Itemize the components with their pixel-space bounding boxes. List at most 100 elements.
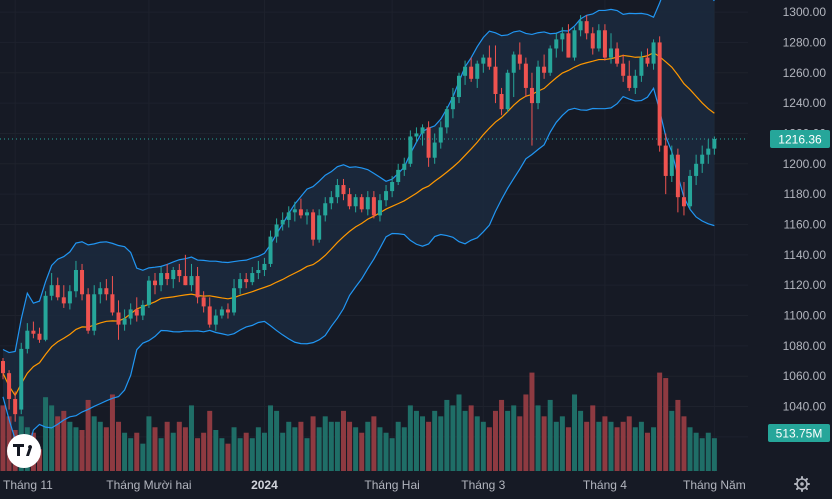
candle[interactable] xyxy=(706,139,711,164)
candle[interactable] xyxy=(329,191,334,210)
candle[interactable] xyxy=(171,266,176,289)
candle[interactable] xyxy=(104,279,109,301)
candle[interactable] xyxy=(402,157,407,176)
time-axis[interactable]: Tháng 11 Tháng Mười hai 2024 Tháng Hai Tháng… xyxy=(0,472,832,499)
candle[interactable] xyxy=(298,198,303,219)
candle[interactable] xyxy=(438,121,443,149)
candle[interactable] xyxy=(463,60,468,85)
candle[interactable] xyxy=(657,36,662,152)
candle[interactable] xyxy=(542,54,547,79)
candle[interactable] xyxy=(700,145,705,173)
candle[interactable] xyxy=(7,370,12,410)
candle[interactable] xyxy=(61,285,66,308)
candle[interactable] xyxy=(390,175,395,198)
candle[interactable] xyxy=(67,285,72,310)
candle[interactable] xyxy=(311,209,316,246)
candle[interactable] xyxy=(159,266,164,292)
candle[interactable] xyxy=(669,145,674,182)
candle[interactable] xyxy=(529,72,534,146)
candle[interactable] xyxy=(548,45,553,76)
candle[interactable] xyxy=(615,42,620,67)
candle[interactable] xyxy=(25,323,30,354)
candle[interactable] xyxy=(712,136,717,155)
candle[interactable] xyxy=(688,169,693,210)
candle[interactable] xyxy=(232,279,237,316)
candle[interactable] xyxy=(469,57,474,82)
candle[interactable] xyxy=(1,358,5,380)
candle[interactable] xyxy=(19,342,24,415)
candle[interactable] xyxy=(408,130,413,167)
candle[interactable] xyxy=(359,194,364,213)
candle[interactable] xyxy=(49,273,54,301)
candle[interactable] xyxy=(396,163,401,186)
candle[interactable] xyxy=(560,27,565,52)
candle[interactable] xyxy=(207,297,212,328)
candle[interactable] xyxy=(384,185,389,207)
candle[interactable] xyxy=(675,148,680,213)
candle[interactable] xyxy=(627,60,632,91)
candle[interactable] xyxy=(450,87,455,119)
candle[interactable] xyxy=(475,60,480,88)
candle[interactable] xyxy=(371,191,376,219)
candle[interactable] xyxy=(681,182,686,216)
candle[interactable] xyxy=(493,45,498,104)
candle[interactable] xyxy=(37,327,42,343)
candle[interactable] xyxy=(189,263,194,292)
candle[interactable] xyxy=(292,201,297,222)
candle[interactable] xyxy=(590,27,595,55)
candle[interactable] xyxy=(305,209,309,225)
candle[interactable] xyxy=(341,178,346,201)
candle[interactable] xyxy=(651,39,656,70)
candle[interactable] xyxy=(268,230,273,267)
tradingview-logo[interactable] xyxy=(7,434,41,468)
candles[interactable] xyxy=(1,15,717,422)
candle[interactable] xyxy=(274,218,279,243)
candle[interactable] xyxy=(584,15,589,40)
candle[interactable] xyxy=(262,257,267,277)
candle[interactable] xyxy=(43,291,48,342)
candle[interactable] xyxy=(73,260,78,298)
candle[interactable] xyxy=(420,124,425,146)
candle[interactable] xyxy=(153,273,157,295)
candle[interactable] xyxy=(134,297,139,322)
candle[interactable] xyxy=(116,300,121,340)
candle[interactable] xyxy=(432,133,437,164)
candle[interactable] xyxy=(177,263,182,283)
candle[interactable] xyxy=(487,45,492,70)
candle[interactable] xyxy=(663,133,668,195)
candle[interactable] xyxy=(694,154,699,186)
candle[interactable] xyxy=(523,57,528,98)
candle[interactable] xyxy=(98,282,103,304)
candle[interactable] xyxy=(353,194,358,213)
candle[interactable] xyxy=(165,263,170,286)
candle[interactable] xyxy=(572,27,577,61)
candle[interactable] xyxy=(31,321,36,339)
candle[interactable] xyxy=(554,33,559,58)
candle[interactable] xyxy=(609,33,613,64)
candle[interactable] xyxy=(201,291,206,313)
candle[interactable] xyxy=(621,54,626,82)
candle[interactable] xyxy=(596,24,601,52)
candle[interactable] xyxy=(13,391,18,422)
candle[interactable] xyxy=(140,300,145,321)
candle[interactable] xyxy=(323,197,328,222)
candle[interactable] xyxy=(286,206,291,228)
candle[interactable] xyxy=(499,87,504,116)
candle[interactable] xyxy=(335,178,340,204)
candle[interactable] xyxy=(195,266,200,304)
candle[interactable] xyxy=(645,48,650,67)
settings-gear-icon[interactable] xyxy=(794,476,810,492)
candle[interactable] xyxy=(536,60,541,110)
candle[interactable] xyxy=(213,309,218,331)
candle[interactable] xyxy=(457,72,461,104)
candle[interactable] xyxy=(225,303,230,319)
candle[interactable] xyxy=(414,127,419,143)
candle[interactable] xyxy=(505,69,510,113)
candle[interactable] xyxy=(122,309,127,331)
candle[interactable] xyxy=(578,15,583,37)
candle[interactable] xyxy=(128,303,133,325)
candle[interactable] xyxy=(517,42,522,70)
candle[interactable] xyxy=(183,254,188,286)
